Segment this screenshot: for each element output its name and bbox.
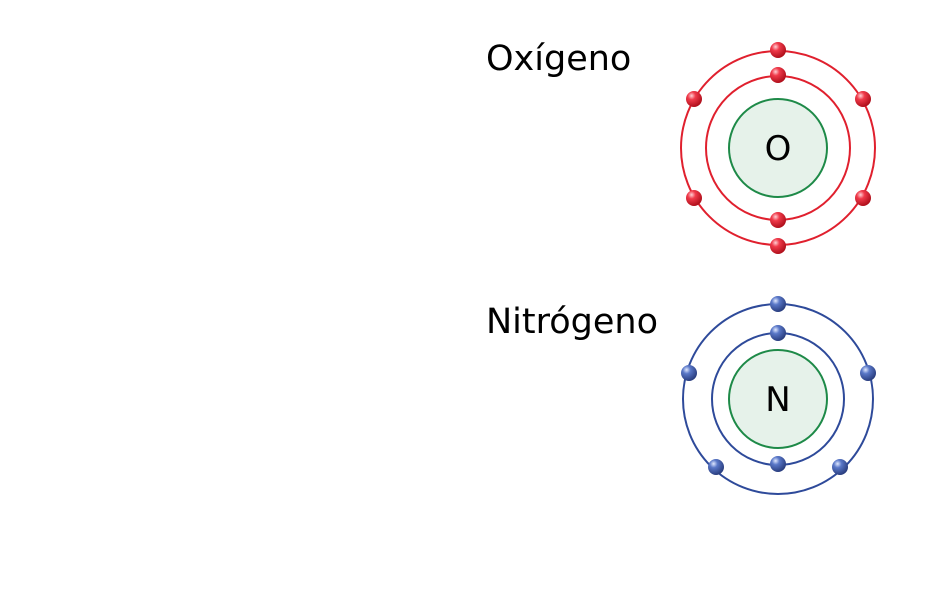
nitrogen-label: Nitrógeno: [486, 302, 659, 342]
nitrogen-nucleus: [728, 349, 828, 449]
electron: [686, 91, 702, 107]
electron: [681, 365, 697, 381]
oxygen-nucleus: [728, 98, 828, 198]
oxygen-atom: O: [680, 42, 876, 254]
nitrogen-electrons: [681, 296, 876, 475]
nitrogen-atom: N: [681, 296, 876, 495]
electron: [860, 365, 876, 381]
electron: [708, 459, 724, 475]
electron: [770, 296, 786, 312]
electron: [770, 456, 786, 472]
nitrogen-symbol: N: [765, 380, 790, 420]
oxygen-electrons: [686, 42, 871, 254]
electron: [770, 238, 786, 254]
oxygen-symbol: O: [765, 129, 792, 169]
electron: [770, 212, 786, 228]
electron: [770, 325, 786, 341]
electron: [686, 190, 702, 206]
electron: [770, 67, 786, 83]
oxygen-label: Oxígeno: [486, 39, 632, 79]
electron: [770, 42, 786, 58]
electron: [855, 91, 871, 107]
electron: [855, 190, 871, 206]
electron: [832, 459, 848, 475]
